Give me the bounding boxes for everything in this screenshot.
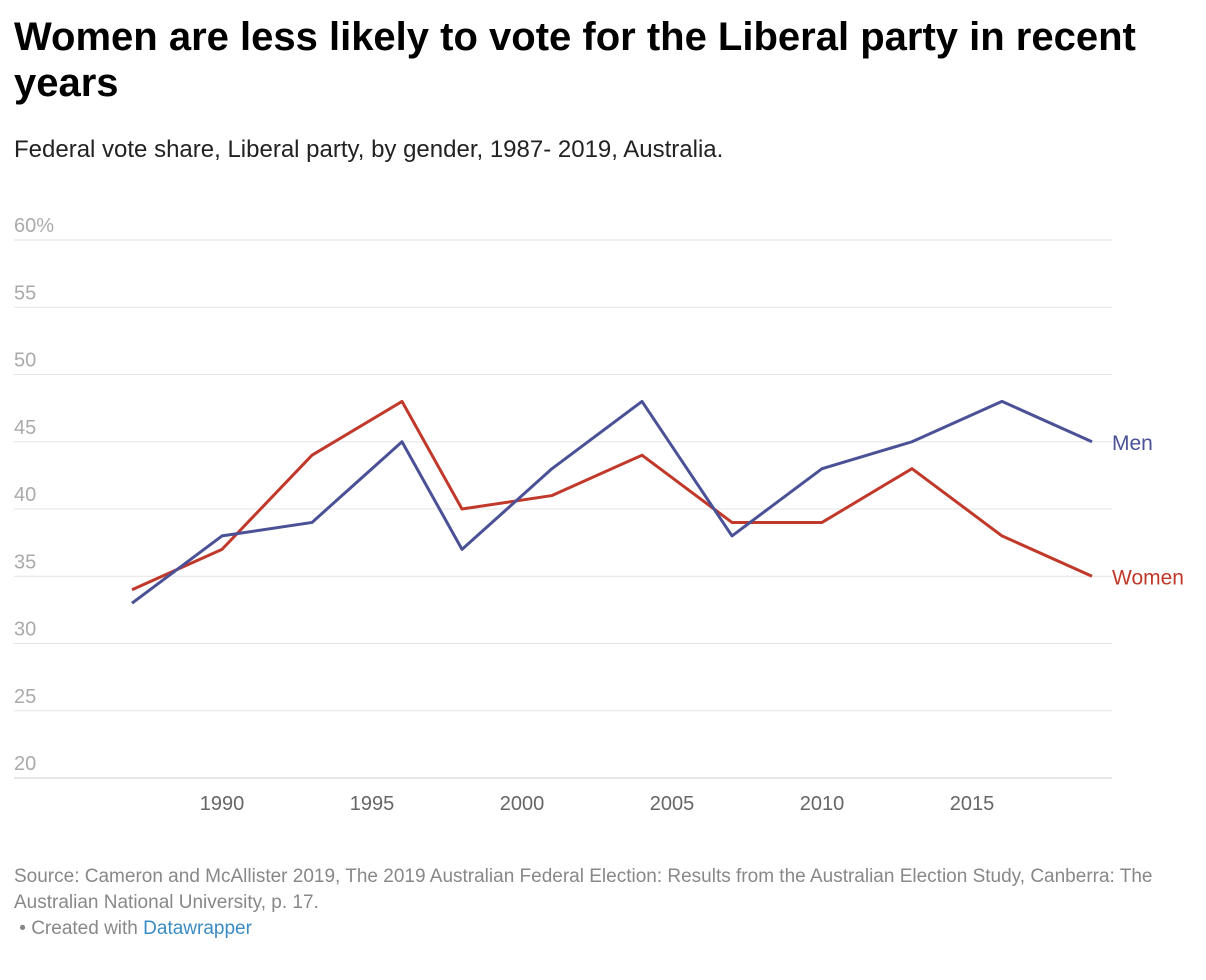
chart-subtitle: Federal vote share, Liberal party, by ge… [14, 136, 724, 163]
chart-title: Women are less likely to vote for the Li… [14, 15, 1136, 105]
x-tick-label: 2005 [650, 793, 695, 815]
line-chart: 20 25 30 35 40 45 50 55 60% 1990 1995 2000 2005 2010 2… [14, 215, 1184, 815]
x-tick-label: 1995 [350, 793, 395, 815]
series-line-women [131, 399, 1093, 592]
y-tick-label: 50 [14, 350, 36, 372]
x-tick-label: 1990 [200, 793, 245, 815]
datawrapper-link[interactable]: Datawrapper [143, 918, 252, 939]
series-label-women: Women [1112, 566, 1184, 589]
y-tick-label: 40 [14, 484, 36, 506]
footer: Source: Cameron and McAllister 2019, The… [14, 864, 1194, 942]
y-tick-label: 60% [14, 215, 54, 237]
y-tick-label: 20 [14, 753, 36, 775]
y-tick-label: 45 [14, 417, 36, 439]
series-line-men [131, 399, 1093, 605]
credit-prefix: • Created with [19, 918, 138, 939]
y-tick-label: 30 [14, 619, 36, 641]
x-tick-label: 2010 [800, 793, 845, 815]
y-tick-label: 35 [14, 551, 36, 573]
source-note: Source: Cameron and McAllister 2019, The… [14, 866, 1153, 913]
y-tick-label: 25 [14, 686, 36, 708]
x-tick-label: 2015 [950, 793, 995, 815]
series-label-men: Men [1112, 432, 1153, 455]
y-tick-label: 55 [14, 282, 36, 304]
x-tick-label: 2000 [500, 793, 545, 815]
